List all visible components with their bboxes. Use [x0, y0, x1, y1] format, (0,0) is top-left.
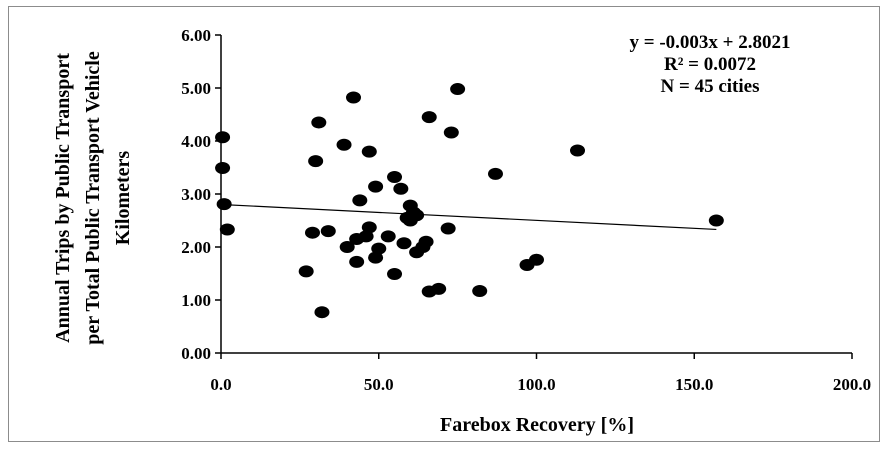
data-point	[431, 282, 447, 295]
x-tick-label: 100.0	[517, 375, 555, 394]
data-point	[308, 155, 324, 168]
data-point	[298, 265, 314, 278]
y-axis-title: Annual Trips by Public Transport per Tota…	[52, 51, 134, 345]
data-point	[361, 221, 377, 234]
data-points	[215, 83, 724, 319]
data-point	[487, 167, 503, 180]
data-point	[421, 111, 437, 124]
data-point	[387, 171, 403, 184]
chart-frame	[8, 6, 880, 442]
trendline	[220, 203, 717, 231]
data-point	[529, 253, 544, 266]
y-tick-label: 2.00	[181, 238, 211, 257]
data-point	[346, 91, 362, 104]
y-tick-label: 3.00	[181, 185, 211, 204]
data-point	[368, 251, 384, 264]
data-point	[311, 116, 327, 129]
data-point	[358, 230, 374, 243]
data-point	[339, 241, 355, 253]
y-axis-title-line: per Total Public Transport Vehicle	[82, 51, 104, 345]
y-tick-label: 0.00	[181, 344, 211, 363]
data-point	[380, 230, 396, 243]
x-tick-label: 200.0	[833, 375, 871, 394]
data-point	[396, 237, 412, 250]
data-point	[219, 223, 235, 236]
data-point	[409, 209, 425, 222]
data-point	[450, 83, 466, 96]
data-point	[304, 226, 320, 239]
y-tick-label: 6.00	[181, 26, 211, 45]
x-tick-label: 150.0	[675, 375, 713, 394]
x-ticks: 0.0 50.0 100.0 150.0 200.0	[210, 353, 871, 394]
data-point	[349, 255, 365, 268]
data-point	[393, 182, 409, 195]
y-tick-label: 4.00	[181, 132, 211, 151]
y-axis-title-line: Annual Trips by Public Transport	[52, 53, 74, 343]
data-point	[371, 242, 387, 255]
data-point	[708, 214, 724, 227]
x-tick-label: 0.0	[210, 375, 231, 394]
data-point	[472, 284, 488, 297]
annotation-line: N = 45 cities	[661, 76, 760, 97]
y-tick-label: 5.00	[181, 79, 211, 98]
data-point	[443, 126, 459, 139]
data-point	[215, 131, 231, 144]
data-point	[440, 222, 456, 235]
data-point	[215, 162, 231, 175]
annotation-line: y = -0.003x + 2.8021	[630, 32, 791, 53]
data-point	[368, 180, 384, 193]
y-axis-title-line: Kilometers	[112, 151, 134, 246]
data-point	[418, 235, 434, 248]
data-point	[314, 306, 330, 319]
y-tick-label: 1.00	[181, 291, 211, 310]
y-ticks: 0.00 1.00 2.00 3.00 4.00 5.00 6.00	[181, 26, 221, 363]
x-tick-label: 50.0	[364, 375, 394, 394]
data-point	[320, 225, 336, 238]
data-point	[352, 194, 368, 207]
plot-area: 0.0 50.0 100.0 150.0 200.0 0.00 1.00 2.00 3.00 4…	[181, 26, 871, 394]
x-axis-title: Farebox Recovery [%]	[440, 414, 634, 436]
data-point	[570, 144, 586, 157]
data-point	[361, 145, 377, 158]
data-point	[387, 268, 403, 281]
annotation-line: R² = 0.0072	[664, 54, 756, 75]
data-point	[336, 138, 352, 151]
